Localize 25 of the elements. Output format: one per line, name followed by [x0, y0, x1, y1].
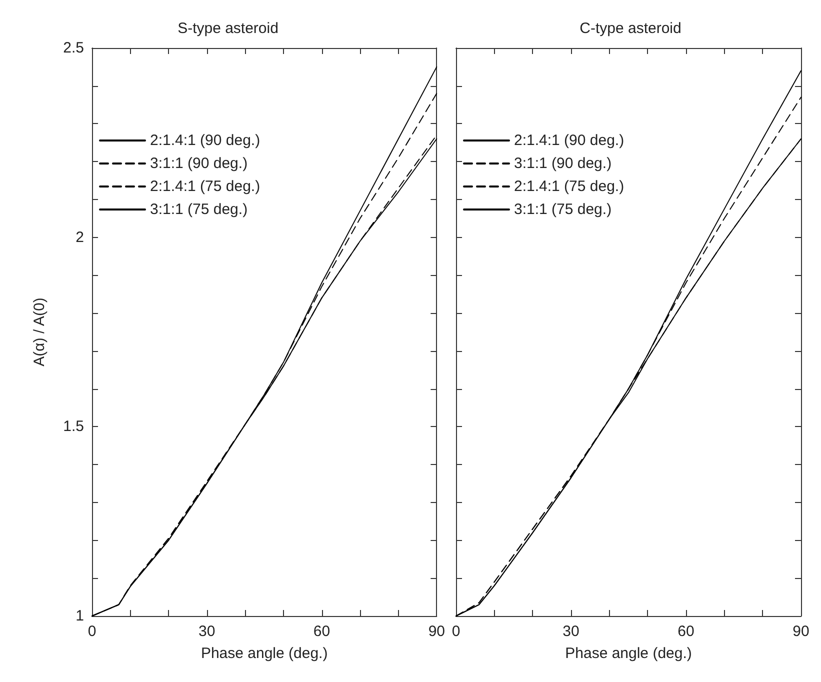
- chart-title: C-type asteroid: [580, 20, 682, 37]
- legend-label: 2:1.4:1 (90 deg.): [150, 132, 260, 149]
- legend-label: 2:1.4:1 (75 deg.): [150, 178, 260, 195]
- legend-label: 2:1.4:1 (90 deg.): [514, 132, 624, 149]
- x-axis-title: Phase angle (deg.): [200, 645, 328, 662]
- x-tick-label: 90: [428, 623, 445, 640]
- legend-label: 3:1:1 (75 deg.): [514, 201, 612, 218]
- y-tick-label: 2: [76, 228, 84, 246]
- x-tick-label: 60: [313, 623, 330, 640]
- x-tick-label: 30: [198, 623, 216, 640]
- legend-label: 3:1:1 (90 deg.): [150, 155, 248, 172]
- y-tick-label: 2.5: [63, 40, 84, 56]
- legend-label: 3:1:1 (90 deg.): [514, 155, 612, 172]
- y-axis-title: A(α) / A(0): [31, 298, 48, 366]
- chart-title: S-type asteroid: [178, 20, 278, 37]
- x-axis-title: Phase angle (deg.): [565, 645, 692, 662]
- legend-label: 3:1:1 (75 deg.): [150, 201, 248, 218]
- x-tick-label: 60: [678, 623, 694, 640]
- y-tick-label: 1.5: [63, 418, 84, 436]
- x-tick-label: 30: [562, 623, 580, 640]
- legend-label: 2:1.4:1 (75 deg.): [514, 178, 624, 195]
- x-tick-label: 90: [792, 623, 810, 640]
- x-tick-label: 0: [88, 623, 96, 640]
- x-tick-label: 0: [452, 623, 460, 640]
- y-tick-label: 1: [76, 608, 84, 624]
